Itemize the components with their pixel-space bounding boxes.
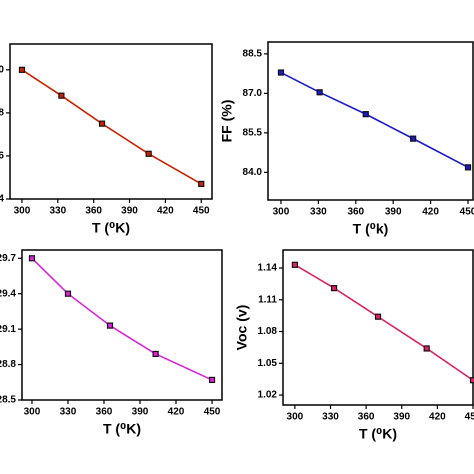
data-point [198,180,205,188]
x-axis-title: T (⁰K) [103,421,141,437]
data-point [64,290,72,297]
data-line [294,264,474,381]
plot-frame [267,41,474,201]
x-tick-label: 420 [429,412,446,423]
data-point [145,150,152,157]
data-point [374,313,382,320]
data-line [280,71,469,169]
x-tick-label: 300 [24,407,41,418]
x-tick-label: 330 [310,207,327,218]
x-tick-label: 330 [322,412,339,423]
data-point [291,261,298,268]
x-tick-label: 360 [358,412,375,423]
y-tick-label: 20.0 [0,64,4,75]
x-axis-title: T (⁰K) [92,220,130,236]
y-tick-label: 28.8 [0,359,16,370]
x-tick-label: 360 [85,206,102,217]
x-tick-label: 420 [422,207,439,218]
y-axis-title: FF (%) [219,100,235,143]
x-tick-label: 300 [273,207,290,218]
data-point [208,376,216,384]
x-tick-label: 390 [393,412,410,423]
x-tick-label: 360 [96,407,113,418]
x-tick-label: 420 [168,407,185,418]
plot-frame [21,249,223,401]
y-axis-title: Voc (v) [234,305,250,351]
y-tick-label: 19.8 [0,108,4,119]
plot-frame [9,43,213,200]
x-tick-label: 390 [385,207,402,218]
x-tick-label: 300 [14,206,31,217]
x-axis-title: T (⁰k) [353,221,389,237]
y-tick-label: 19.6 [0,151,4,162]
y-tick-label: 87.0 [243,88,263,99]
y-tick-label: 29.7 [0,253,16,264]
x-axis-title: T (⁰K) [359,426,397,442]
x-tick-label: 450 [193,206,210,217]
x-tick-label: 450 [204,407,221,418]
y-tick-label: 88.5 [243,48,263,59]
y-tick-label: 29.4 [0,288,16,299]
x-tick-label: 300 [287,412,304,423]
data-point [330,285,338,292]
plot-frame [282,249,474,406]
data-point [277,69,285,76]
y-tick-label: 1.14 [258,263,278,274]
x-tick-label: 330 [49,206,66,217]
data-point [423,345,430,352]
y-tick-label: 29.1 [0,324,16,335]
data-line [21,69,202,185]
x-tick-label: 420 [157,206,174,217]
data-point [362,111,369,118]
x-tick-label: 390 [121,206,138,217]
data-line [31,257,213,381]
x-tick-label: 450 [465,412,474,423]
data-point [316,89,323,96]
y-tick-label: 84.0 [243,167,263,178]
data-point [18,66,26,73]
data-point [464,164,472,171]
data-point [410,135,417,142]
data-point [469,377,474,384]
x-tick-label: 450 [460,207,474,218]
data-point [98,120,106,127]
y-tick-label: 1.02 [258,390,278,401]
x-tick-label: 330 [60,407,77,418]
x-tick-label: 390 [132,407,149,418]
y-tick-label: 1.08 [258,326,278,337]
y-tick-label: 1.05 [258,358,278,369]
y-tick-label: 85.5 [243,127,263,138]
x-tick-label: 360 [347,207,364,218]
y-tick-label: 19.4 [0,194,4,205]
y-tick-label: 28.5 [0,395,16,406]
data-point [152,350,159,358]
data-point [106,322,114,329]
data-point [58,92,65,99]
data-point [28,255,36,262]
y-tick-label: 1.11 [258,294,277,305]
